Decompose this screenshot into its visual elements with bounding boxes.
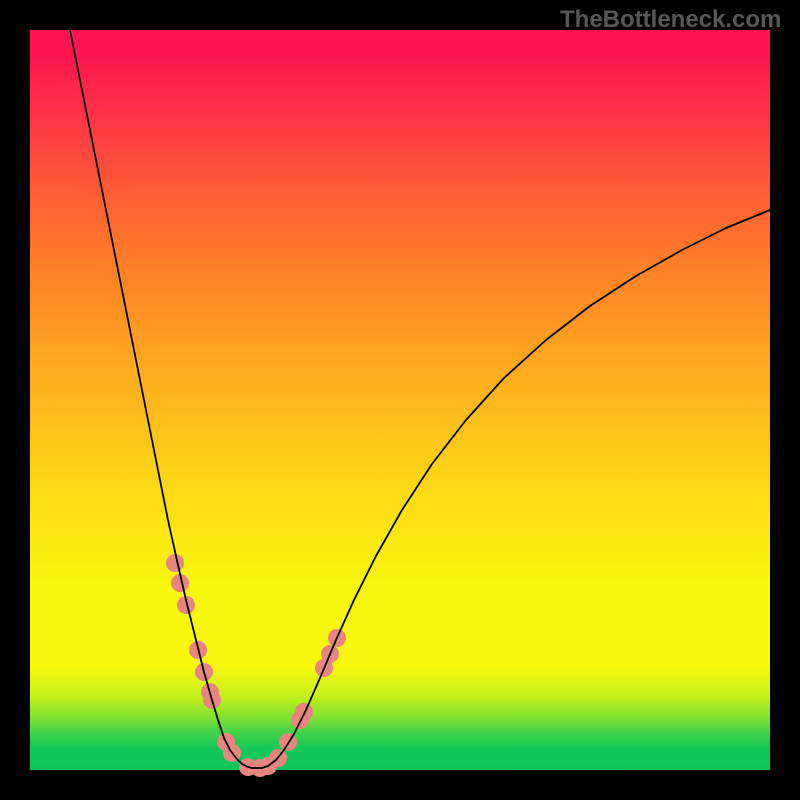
chart-container: TheBottleneck.com [0,0,800,800]
watermark-text: TheBottleneck.com [560,6,781,34]
plot-area [30,30,770,770]
